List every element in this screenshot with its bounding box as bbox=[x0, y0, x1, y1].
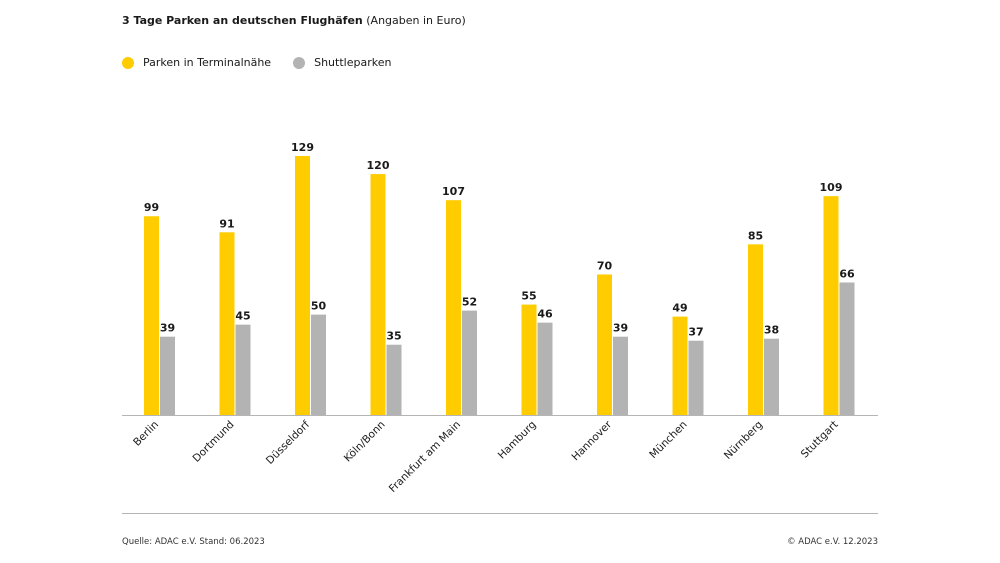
bar-terminal-münchen bbox=[672, 316, 688, 415]
bar-shuttle-frankfurt-am-main bbox=[462, 310, 477, 415]
bar-terminal-nürnberg bbox=[748, 244, 763, 415]
legend-item-shuttle: Shuttleparken bbox=[293, 56, 391, 69]
legend-marker-shuttle bbox=[293, 56, 306, 69]
data-label-shuttle-berlin: 39 bbox=[160, 322, 175, 335]
data-label-shuttle-köln-bonn: 35 bbox=[386, 330, 401, 343]
data-label-terminal-frankfurt-am-main: 107 bbox=[442, 185, 465, 198]
data-label-shuttle-hannover: 39 bbox=[613, 322, 628, 335]
bar-terminal-hamburg bbox=[521, 304, 537, 415]
bar-terminal-köln-bonn bbox=[370, 174, 386, 415]
chart-legend: Parken in Terminalnähe Shuttleparken bbox=[122, 56, 413, 69]
x-tick-label-düsseldorf: Düsseldorf bbox=[264, 418, 312, 466]
legend-marker-terminal bbox=[122, 56, 134, 69]
data-label-terminal-hamburg: 55 bbox=[521, 290, 536, 303]
bar-shuttle-hamburg bbox=[537, 322, 553, 415]
data-label-terminal-stuttgart: 109 bbox=[820, 181, 843, 194]
x-tick-label-dortmund: Dortmund bbox=[191, 419, 237, 465]
data-label-terminal-hannover: 70 bbox=[597, 259, 613, 272]
bar-terminal-stuttgart bbox=[823, 196, 839, 415]
data-label-terminal-dortmund: 91 bbox=[219, 217, 234, 230]
bar-shuttle-berlin bbox=[160, 336, 175, 415]
data-label-shuttle-frankfurt-am-main: 52 bbox=[462, 296, 477, 309]
source-note: Quelle: ADAC e.V. Stand: 06.2023 bbox=[122, 537, 265, 547]
legend-item-terminal: Parken in Terminalnähe bbox=[122, 56, 271, 69]
x-tick-label-berlin: Berlin bbox=[131, 419, 161, 449]
copyright-note: © ADAC e.V. 12.2023 bbox=[787, 537, 878, 547]
x-tick-label-münchen: München bbox=[647, 419, 689, 461]
bar-shuttle-hannover bbox=[613, 336, 628, 415]
bar-shuttle-dortmund bbox=[235, 324, 251, 415]
data-label-terminal-düsseldorf: 129 bbox=[291, 141, 314, 154]
bar-terminal-frankfurt-am-main bbox=[446, 200, 461, 415]
data-label-shuttle-hamburg: 46 bbox=[537, 308, 553, 321]
data-label-shuttle-dortmund: 45 bbox=[235, 310, 250, 323]
bar-terminal-düsseldorf bbox=[295, 156, 310, 415]
data-label-terminal-nürnberg: 85 bbox=[748, 229, 763, 242]
x-tick-label-nürnberg: Nürnberg bbox=[722, 419, 765, 462]
data-label-shuttle-münchen: 37 bbox=[688, 326, 703, 339]
data-label-terminal-berlin: 99 bbox=[144, 201, 159, 214]
bar-shuttle-münchen bbox=[688, 340, 704, 415]
chart-title-unit: (Angaben in Euro) bbox=[362, 14, 466, 27]
bar-shuttle-düsseldorf bbox=[311, 314, 326, 415]
chart-title-main: 3 Tage Parken an deutschen Flughäfen bbox=[122, 14, 363, 27]
x-tick-label-stuttgart: Stuttgart bbox=[799, 419, 841, 461]
bar-shuttle-stuttgart bbox=[839, 282, 855, 415]
legend-label-shuttle: Shuttleparken bbox=[314, 56, 392, 69]
x-tick-label-köln-bonn: Köln/Bonn bbox=[342, 419, 388, 465]
data-label-shuttle-nürnberg: 38 bbox=[764, 324, 779, 337]
data-label-shuttle-stuttgart: 66 bbox=[839, 267, 855, 280]
chart-title: 3 Tage Parken an deutschen Flughäfen (An… bbox=[122, 14, 466, 27]
legend-label-terminal: Parken in Terminalnähe bbox=[143, 56, 272, 69]
bar-terminal-berlin bbox=[144, 216, 159, 415]
x-tick-label-hamburg: Hamburg bbox=[496, 419, 539, 462]
bar-terminal-hannover bbox=[597, 274, 612, 415]
bar-terminal-dortmund bbox=[219, 232, 235, 415]
x-tick-label-hannover: Hannover bbox=[570, 418, 615, 463]
data-label-terminal-köln-bonn: 120 bbox=[367, 159, 390, 172]
data-label-terminal-münchen: 49 bbox=[672, 302, 687, 315]
data-label-shuttle-düsseldorf: 50 bbox=[311, 300, 327, 313]
x-tick-label-frankfurt-am-main: Frankfurt am Main bbox=[387, 419, 463, 495]
footer-divider bbox=[122, 513, 878, 514]
bar-shuttle-nürnberg bbox=[764, 338, 779, 415]
bar-shuttle-köln-bonn bbox=[386, 344, 402, 415]
